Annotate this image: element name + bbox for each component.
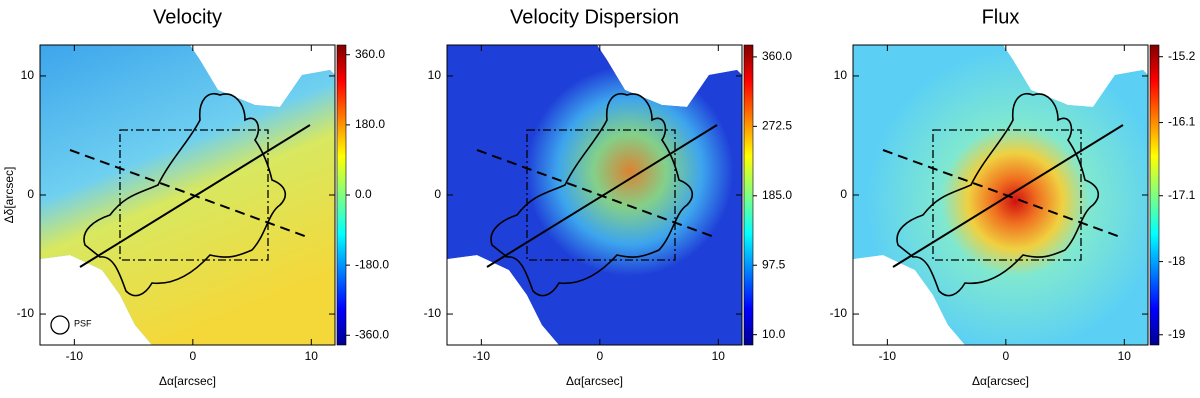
map-image: [40, 45, 335, 345]
x-tick-label: 0: [1002, 349, 1009, 363]
x-tick-label: 0: [596, 349, 603, 363]
x-axis-label: Δα[arcsec]: [159, 374, 216, 388]
colorbar-tick-label: -19: [1168, 327, 1186, 341]
contour: [83, 93, 287, 297]
y-tick-label: 10: [428, 68, 442, 82]
aperture-box: [526, 129, 676, 261]
x-tick-label: -10: [66, 349, 84, 363]
colorbar-tick-label: 10.0: [762, 327, 786, 341]
colorbar-tick-label: 180.0: [355, 117, 385, 131]
colorbar-tick-label: 97.5: [762, 257, 786, 271]
kinematic-axis-line: [69, 149, 311, 239]
panel-title: Velocity: [153, 6, 222, 28]
colorbar-tick-label: 0.0: [355, 187, 372, 201]
colorbar-tick-label: -17.1: [1168, 188, 1196, 202]
psf-label: PSF: [74, 318, 92, 328]
y-tick-label: 0: [840, 187, 847, 201]
colorbar-tick-label: 185.0: [762, 188, 792, 202]
colorbar: [336, 44, 347, 346]
panel-title: Flux: [982, 6, 1020, 28]
map-panel: [40, 45, 335, 345]
contour: [896, 93, 1100, 297]
x-tick-label: 10: [712, 349, 726, 363]
y-tick-label: -10: [424, 306, 442, 320]
y-tick-label: 10: [21, 68, 35, 82]
contour: [490, 93, 694, 297]
psf-circle: [50, 315, 70, 335]
colorbar-tick-label: -360.0: [355, 327, 389, 341]
colorbar-tick-label: -180.0: [355, 257, 389, 271]
x-tick-label: 0: [189, 349, 196, 363]
map-panel: [853, 45, 1148, 345]
y-axis-label: Δδ[arcsec]: [2, 167, 16, 224]
colorbar-tick-label: -16.1: [1168, 115, 1196, 129]
colorbar: [1149, 44, 1160, 346]
colorbar-tick-label: 360.0: [355, 47, 385, 61]
colorbar-tick-label: -15.2: [1168, 49, 1196, 63]
x-axis-label: Δα[arcsec]: [566, 374, 623, 388]
panel-title: Velocity Dispersion: [510, 6, 679, 28]
x-tick-label: 10: [1118, 349, 1132, 363]
y-tick-label: 10: [834, 68, 848, 82]
map-image: [447, 45, 742, 345]
y-tick-label: 0: [434, 187, 441, 201]
colorbar: [743, 44, 754, 346]
kinematic-axis-line: [882, 149, 1124, 239]
map-panel: [447, 45, 742, 345]
y-tick-label: -10: [830, 306, 848, 320]
y-tick-label: -10: [17, 306, 35, 320]
colorbar-tick-label: 272.5: [762, 119, 792, 133]
colorbar-tick-label: 360.0: [762, 49, 792, 63]
y-tick-label: 0: [27, 187, 34, 201]
kinematic-axis-line: [476, 149, 718, 239]
x-axis-label: Δα[arcsec]: [972, 374, 1029, 388]
x-tick-label: -10: [473, 349, 491, 363]
aperture-box: [932, 129, 1082, 261]
colorbar-tick-label: -18: [1168, 254, 1186, 268]
x-tick-label: 10: [305, 349, 319, 363]
aperture-box: [119, 129, 269, 261]
x-tick-label: -10: [879, 349, 897, 363]
map-image: [853, 45, 1148, 345]
